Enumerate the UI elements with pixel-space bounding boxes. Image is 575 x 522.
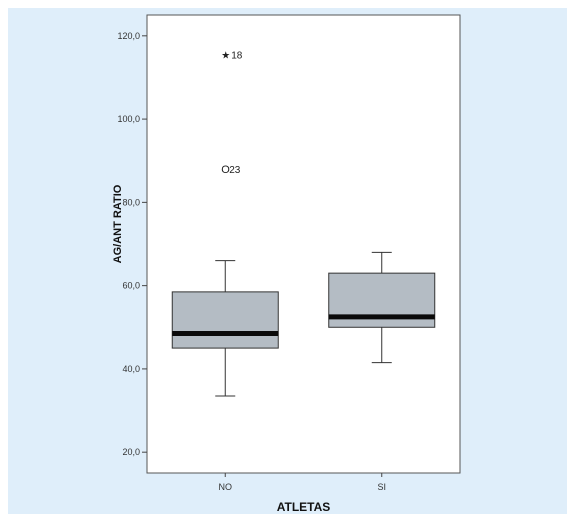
outlier-circle-marker: O	[221, 164, 230, 176]
x-tick-label: NO	[219, 482, 233, 492]
x-tick-label: SI	[377, 482, 386, 492]
boxplot-chart: 20,0 40,0 60,0 80,0 100,0 120,0 AG/ANT RATIO NO…	[112, 14, 461, 514]
y-tick-label: 20,0	[122, 447, 140, 457]
chart-figure: 20,0 40,0 60,0 80,0 100,0 120,0 AG/ANT RATIO NO…	[8, 8, 567, 514]
box-NO	[171, 291, 279, 349]
plot-area	[146, 14, 461, 474]
y-tick-label: 120,0	[117, 31, 140, 41]
y-tick-label: 80,0	[122, 197, 140, 207]
x-axis-label: ATLETAS	[277, 500, 331, 514]
outlier-label: 23	[229, 165, 241, 176]
outlier-star-marker: ★	[221, 51, 230, 62]
y-tick-label: 100,0	[117, 114, 140, 124]
y-tick-label: 60,0	[122, 281, 140, 291]
outlier-label: 18	[231, 51, 243, 62]
y-axis-label: AG/ANT RATIO	[112, 184, 124, 263]
y-tick-label: 40,0	[122, 364, 140, 374]
